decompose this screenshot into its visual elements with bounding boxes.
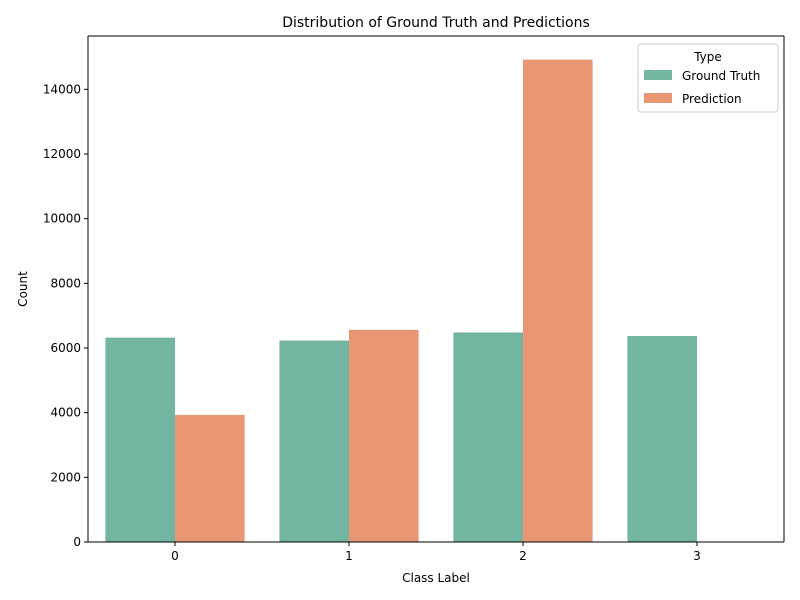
bar-ground-truth-class-2 [453, 332, 523, 542]
bar-ground-truth-class-0 [105, 337, 175, 542]
bar-prediction-class-1 [349, 329, 419, 542]
x-axis-title: Class Label [402, 571, 470, 585]
legend-label-prediction: Prediction [682, 92, 742, 106]
y-tick-label: 10000 [43, 212, 81, 226]
legend-swatch-ground-truth [644, 70, 672, 80]
y-tick-label: 0 [73, 535, 81, 549]
bar-prediction-class-0 [175, 414, 245, 542]
legend: Type Ground Truth Prediction [637, 43, 779, 113]
bars-layer [105, 59, 697, 543]
legend-title: Type [693, 50, 722, 64]
y-tick-label: 8000 [50, 276, 81, 290]
bar-prediction-class-2 [523, 59, 593, 543]
bar-ground-truth-class-3 [627, 336, 697, 542]
x-tick-label: 2 [519, 549, 527, 563]
ticks-layer: 0 1 2 3 0 2000 4000 6000 8000 10000 12000 14000 [43, 82, 701, 563]
y-tick-label: 4000 [50, 406, 81, 420]
x-tick-label: 1 [345, 549, 353, 563]
legend-frame [637, 43, 779, 113]
chart-title: Distribution of Ground Truth and Predict… [282, 15, 590, 31]
y-axis-title: Count [16, 271, 30, 307]
y-tick-label: 14000 [43, 82, 81, 96]
x-tick-label: 0 [171, 549, 179, 563]
y-tick-label: 6000 [50, 341, 81, 355]
x-tick-label: 3 [693, 549, 701, 563]
bar-ground-truth-class-1 [279, 340, 349, 542]
y-tick-label: 12000 [43, 147, 81, 161]
y-tick-label: 2000 [50, 470, 81, 484]
legend-label-ground-truth: Ground Truth [682, 69, 760, 83]
legend-swatch-prediction [644, 93, 672, 103]
